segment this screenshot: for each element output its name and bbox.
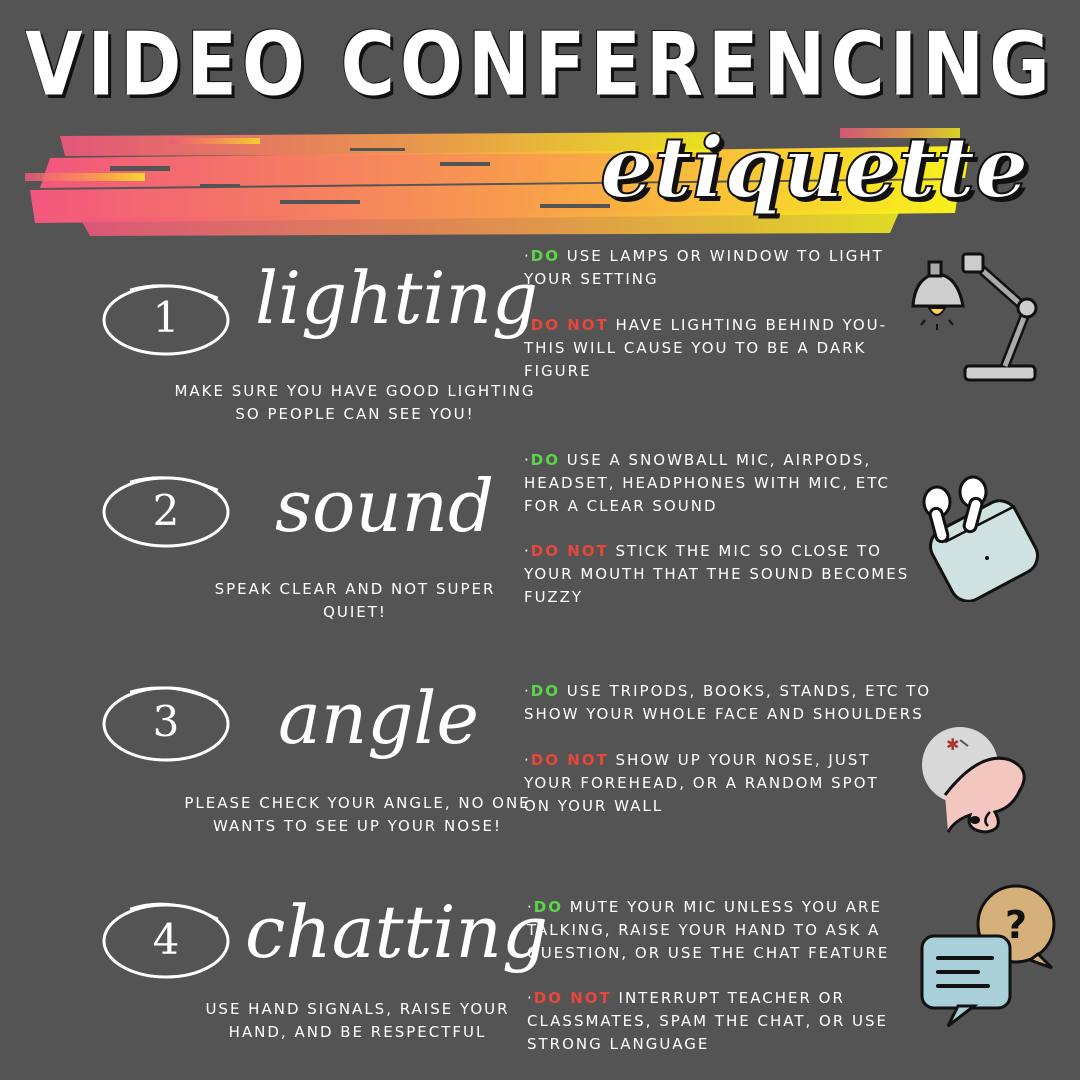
section-tip: MAKE SURE YOU HAVE GOOD LIGHTING SO PEOP… (174, 382, 536, 423)
section-number: 3 (152, 697, 180, 746)
do-rule: ·DO USE TRIPODS, BOOKS, STANDS, ETC TO S… (524, 682, 932, 723)
do-label: DO (530, 682, 560, 700)
dont-label: DO NOT (533, 989, 612, 1007)
section-tip: SPEAK CLEAR AND NOT SUPER QUIET! (214, 580, 496, 621)
do-text: USE TRIPODS, BOOKS, STANDS, ETC TO SHOW … (524, 682, 932, 723)
do-rule: ·DO USE LAMPS OR WINDOW TO LIGHT YOUR SE… (524, 247, 884, 288)
do-label: DO (530, 451, 560, 469)
section-heading: lighting (255, 256, 538, 340)
brush-stroke-decoration (25, 128, 970, 236)
number-circle (102, 686, 230, 762)
section-sound: 2 (100, 470, 235, 554)
do-label: DO (530, 247, 560, 265)
desk-lamp-icon (911, 252, 1038, 382)
svg-text:✱: ✱ (946, 735, 959, 754)
dont-rule: ·DO NOT STICK THE MIC SO CLOSE TO YOUR M… (524, 542, 910, 606)
dont-rule: ·DO NOT INTERRUPT TEACHER OR CLASSMATES,… (527, 989, 889, 1053)
do-rule: ·DO MUTE YOUR MIC UNLESS YOU ARE TALKING… (527, 898, 890, 962)
dont-text: SHOW UP YOUR NOSE, JUST YOUR FOREHEAD, O… (524, 751, 879, 815)
do-text: USE LAMPS OR WINDOW TO LIGHT YOUR SETTIN… (524, 247, 884, 288)
do-text: MUTE YOUR MIC UNLESS YOU ARE TALKING, RA… (527, 898, 890, 962)
section-lighting: 1 (100, 280, 235, 364)
dont-text: STICK THE MIC SO CLOSE TO YOUR MOUTH THA… (524, 542, 910, 606)
chat-bubbles-icon: ? (920, 884, 1056, 1028)
airpods-icon (922, 475, 1039, 602)
do-text: USE A SNOWBALL MIC, AIRPODS, HEADSET, HE… (524, 451, 891, 515)
do-rule: ·DO USE A SNOWBALL MIC, AIRPODS, HEADSET… (524, 451, 891, 515)
section-heading: angle (278, 676, 480, 760)
section-heading: chatting (245, 890, 548, 974)
section-angle: 3 (100, 680, 235, 769)
do-label: DO (533, 898, 563, 916)
dont-rule: ·DO NOT SHOW UP YOUR NOSE, JUST YOUR FOR… (524, 751, 879, 815)
section-number: 1 (152, 293, 180, 342)
section-number: 4 (152, 915, 180, 964)
number-circle (102, 476, 230, 548)
page-subtitle: etiquette (599, 117, 1029, 218)
nose-icon: ✱ (922, 727, 1026, 834)
svg-text:?: ? (1005, 903, 1027, 947)
number-circle (102, 902, 230, 979)
dont-text: INTERRUPT TEACHER OR CLASSMATES, SPAM TH… (527, 989, 889, 1053)
section-tip: USE HAND SIGNALS, RAISE YOUR HAND, AND B… (205, 1000, 510, 1041)
dont-label: DO NOT (530, 542, 609, 560)
dont-rule: ·DO NOT HAVE LIGHTING BEHIND YOU- THIS W… (524, 316, 888, 380)
section-heading: sound (275, 464, 495, 548)
section-chatting: 4 (100, 895, 235, 984)
dont-text: HAVE LIGHTING BEHIND YOU- THIS WILL CAUS… (524, 316, 888, 380)
page-title: VIDEO CONFERENCING (25, 14, 1055, 116)
number-circle (102, 284, 230, 356)
section-number: 2 (152, 486, 180, 535)
section-tip: PLEASE CHECK YOUR ANGLE, NO ONE WANTS TO… (184, 794, 531, 835)
dont-label: DO NOT (530, 316, 609, 334)
dont-label: DO NOT (530, 751, 609, 769)
